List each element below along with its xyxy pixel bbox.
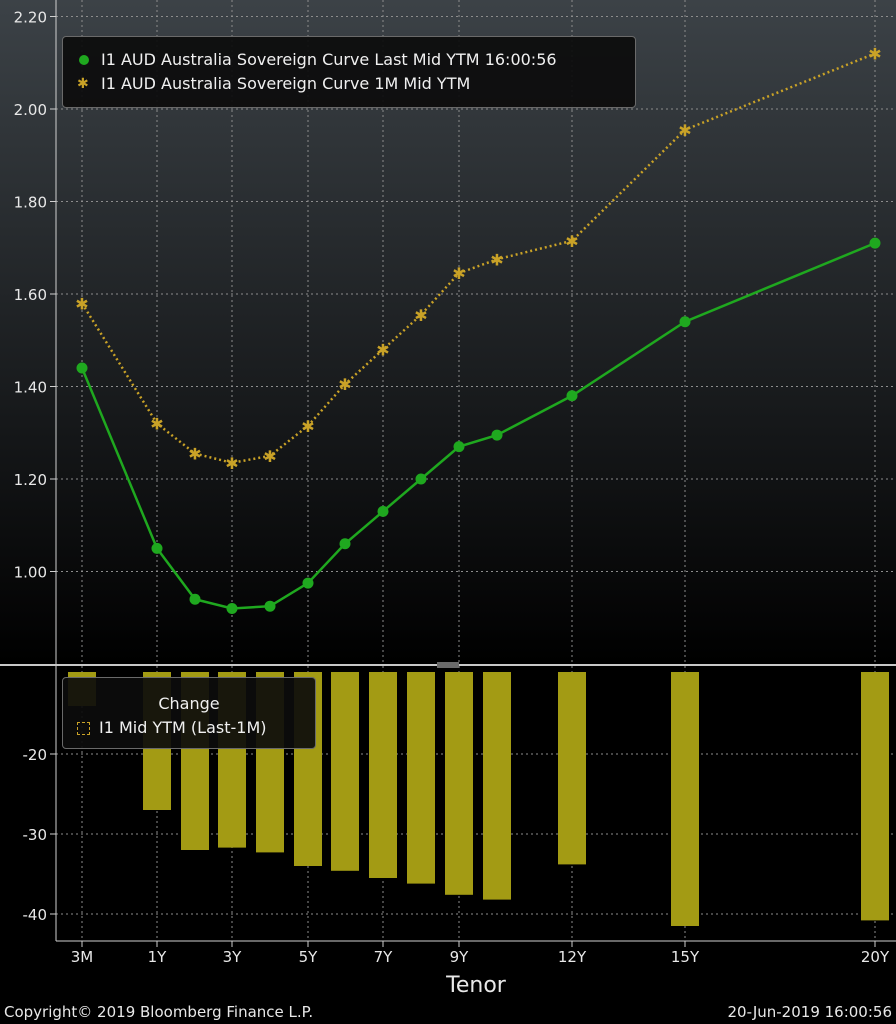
star-marker: ✱ [868, 45, 881, 64]
dot-marker [415, 473, 427, 485]
x-tick-label: 3M [71, 948, 94, 966]
copyright-text: Copyright© 2019 Bloomberg Finance L.P. [4, 1003, 314, 1021]
dot-marker [491, 429, 503, 441]
star-marker: ✱ [301, 417, 314, 436]
star-marker: ✱ [376, 341, 389, 360]
dot-marker [566, 390, 578, 402]
change-bar [558, 672, 586, 865]
star-marker: ✱ [565, 232, 578, 251]
x-tick-label: 15Y [671, 948, 700, 966]
dot-marker [339, 538, 351, 550]
dot-marker [264, 600, 276, 612]
star-marker: ✱ [263, 447, 276, 466]
x-tick-label: 5Y [299, 948, 319, 966]
legend-label-change: I1 Mid YTM (Last-1M) [99, 718, 267, 737]
x-tick-label: 9Y [450, 948, 470, 966]
star-marker: ✱ [188, 445, 201, 464]
y-tick-label: 2.20 [14, 9, 47, 27]
y-tick-label: 2.00 [14, 101, 47, 119]
star-marker: ✱ [150, 415, 163, 434]
y-tick-label: 1.00 [14, 564, 47, 582]
legend-label-last: I1 AUD Australia Sovereign Curve Last Mi… [101, 50, 557, 69]
dot-marker [869, 237, 881, 249]
star-marker: ✱ [338, 375, 351, 394]
dot-marker [377, 505, 389, 517]
dot-marker [76, 362, 88, 374]
change-bar [407, 672, 435, 884]
green-dot-icon [79, 55, 89, 65]
star-marker: ✱ [490, 250, 503, 269]
change-bar [445, 672, 473, 895]
change-bar [369, 672, 397, 878]
x-tick-label: 7Y [374, 948, 394, 966]
x-axis-title: Tenor [445, 973, 507, 998]
star-marker: ✱ [225, 454, 238, 473]
star-marker: ✱ [414, 306, 427, 325]
top-panel-background [0, 0, 896, 664]
x-tick-label: 12Y [558, 948, 587, 966]
y-tick-label: 1.20 [14, 471, 47, 489]
change-bar [483, 672, 511, 900]
x-tick-label: 1Y [148, 948, 168, 966]
star-marker: ✱ [678, 121, 691, 140]
change-bar [671, 672, 699, 926]
dot-marker [453, 441, 465, 453]
change-bar [861, 672, 889, 921]
dot-marker [679, 316, 691, 328]
y-tick-label: 1.60 [14, 286, 47, 304]
y-tick-label: -20 [23, 746, 48, 764]
bar-legend-title: Change [158, 694, 220, 713]
y-tick-label: -30 [23, 826, 48, 844]
change-bar [331, 672, 359, 871]
y-tick-label: 1.40 [14, 379, 47, 397]
x-tick-label: 20Y [861, 948, 890, 966]
line-chart-legend: I1 AUD Australia Sovereign Curve Last Mi… [62, 36, 636, 108]
star-marker: ✱ [75, 294, 88, 313]
timestamp-text: 20-Jun-2019 16:00:56 [727, 1003, 893, 1021]
y-tick-label: 1.80 [14, 194, 47, 212]
legend-label-1m: I1 AUD Australia Sovereign Curve 1M Mid … [101, 74, 471, 93]
dot-marker [189, 593, 201, 605]
dashed-square-icon [77, 722, 90, 735]
series-line-1m [80, 52, 876, 465]
dot-marker [302, 577, 314, 589]
series-line-last [80, 241, 876, 610]
bar-chart-legend: Change I1 Mid YTM (Last-1M) [62, 677, 316, 749]
star-icon: ✱ [77, 76, 89, 92]
y-tick-label: -40 [23, 906, 48, 924]
divider-handle [437, 662, 459, 668]
dot-marker [151, 542, 163, 554]
x-tick-label: 3Y [223, 948, 243, 966]
star-marker: ✱ [452, 264, 465, 283]
dot-marker [226, 603, 238, 614]
